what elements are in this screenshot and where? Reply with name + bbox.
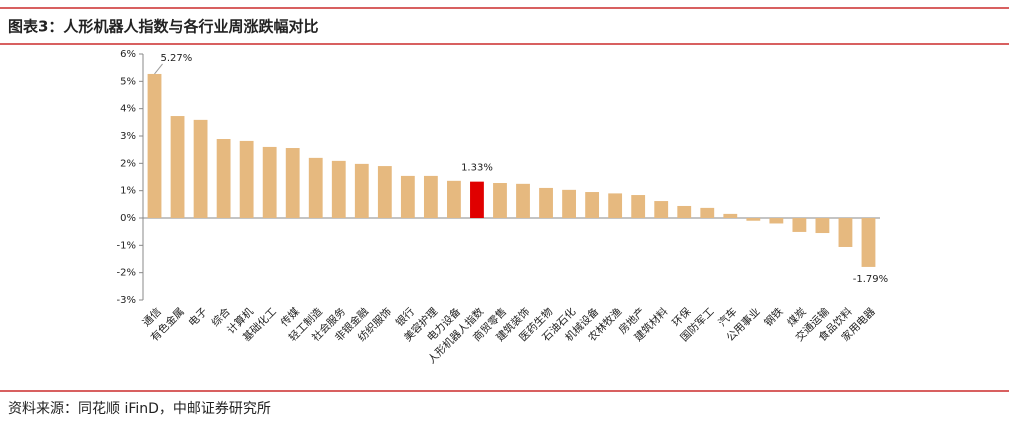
bar bbox=[308, 157, 323, 218]
bar bbox=[285, 148, 300, 218]
bar bbox=[400, 175, 415, 218]
bar bbox=[539, 187, 553, 218]
bar bbox=[262, 146, 277, 218]
bar bbox=[216, 139, 231, 218]
y-tick-label: 0% bbox=[120, 213, 136, 224]
bar bbox=[585, 192, 600, 218]
bar bbox=[769, 218, 784, 224]
leader-line bbox=[154, 63, 163, 75]
bar bbox=[700, 207, 715, 218]
bar bbox=[723, 213, 738, 218]
bar bbox=[447, 180, 461, 218]
bar bbox=[838, 218, 853, 247]
bar bbox=[815, 218, 830, 234]
bar bbox=[792, 218, 807, 232]
chart-title: 图表3：人形机器人指数与各行业周涨跌幅对比 bbox=[8, 18, 318, 36]
y-tick-label: 3% bbox=[120, 131, 136, 142]
y-tick-label: 5% bbox=[120, 76, 136, 87]
bar bbox=[493, 183, 507, 218]
value-label: 1.33% bbox=[461, 163, 493, 174]
bar bbox=[746, 218, 761, 221]
value-label: -1.79% bbox=[853, 274, 888, 285]
y-tick-label: -3% bbox=[117, 295, 136, 306]
bar bbox=[354, 163, 369, 218]
bar bbox=[608, 193, 623, 218]
bar bbox=[377, 166, 392, 218]
bar bbox=[654, 201, 669, 218]
bar bbox=[331, 160, 346, 218]
bar bbox=[516, 183, 530, 218]
bar bbox=[147, 73, 162, 218]
bar bbox=[861, 218, 876, 267]
y-tick-label: 1% bbox=[120, 186, 136, 197]
bar bbox=[423, 175, 438, 218]
bar bbox=[193, 119, 208, 218]
bar bbox=[170, 116, 185, 218]
y-tick-label: -1% bbox=[117, 240, 136, 251]
x-tick-label: 钢铁 bbox=[762, 305, 786, 329]
x-tick-label: 电子 bbox=[186, 305, 210, 329]
y-tick-label: 2% bbox=[120, 158, 136, 169]
bar bbox=[677, 205, 692, 218]
bar bbox=[631, 195, 646, 218]
bar bbox=[239, 140, 254, 218]
y-tick-label: 6% bbox=[120, 49, 136, 60]
y-tick-label: 4% bbox=[120, 104, 136, 115]
value-label: 5.27% bbox=[161, 53, 193, 64]
source: 资料来源：同花顺 iFinD，中邮证券研究所 bbox=[8, 401, 271, 417]
bar bbox=[470, 181, 484, 218]
bar bbox=[562, 189, 576, 218]
y-tick-label: -2% bbox=[117, 268, 136, 279]
